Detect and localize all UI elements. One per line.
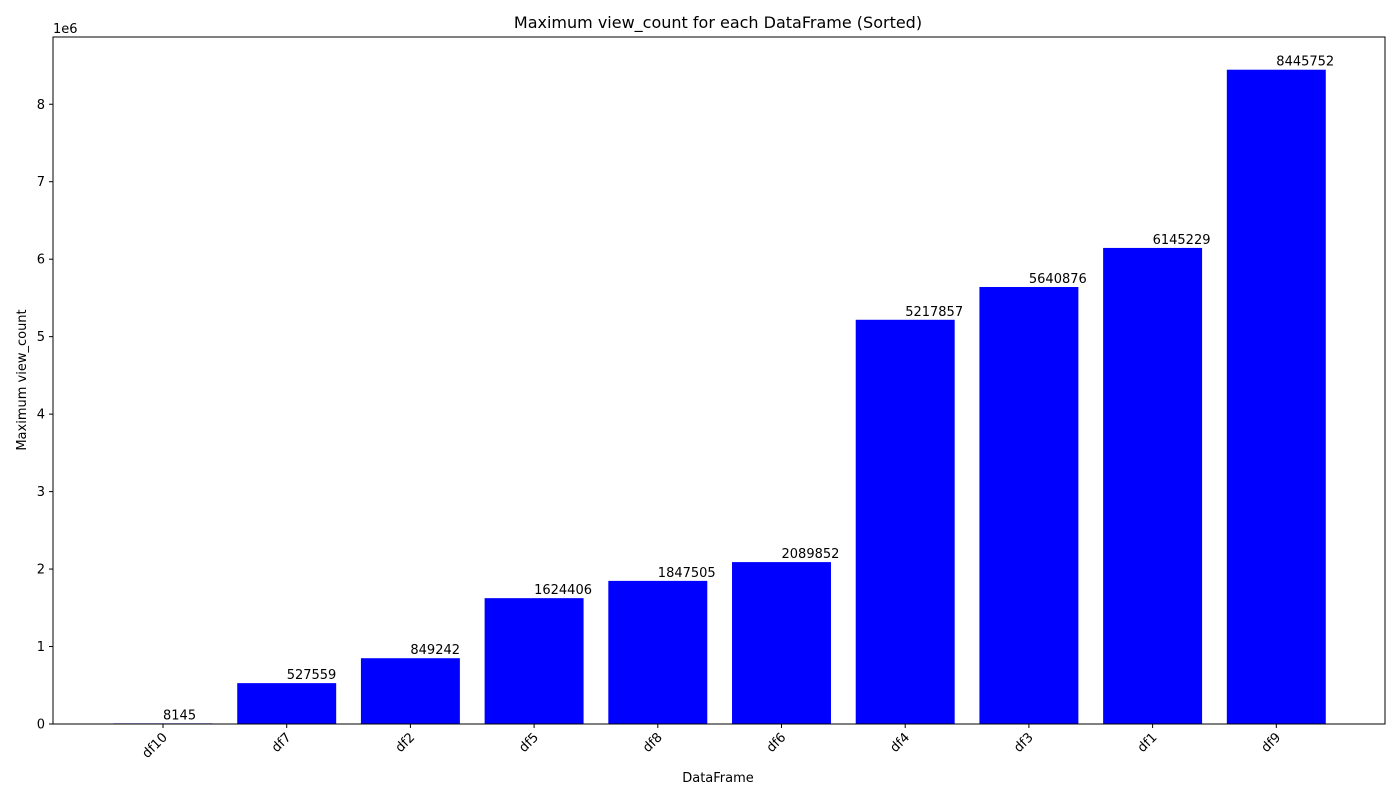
- y-tick-label-5: 5: [37, 330, 45, 345]
- data-label-df5: 1624406: [534, 583, 592, 598]
- bar-df7: [237, 683, 337, 724]
- x-tick-label-df9: df9: [1259, 730, 1285, 756]
- x-tick-label-df6: df6: [764, 730, 790, 756]
- bar-df1: [1103, 247, 1203, 724]
- data-label-df7: 527559: [287, 668, 337, 683]
- bar-df8: [608, 580, 708, 724]
- data-label-df3: 5640876: [1029, 272, 1087, 287]
- y-tick-label-2: 2: [37, 563, 45, 578]
- x-tick-label-df10: df10: [139, 730, 170, 761]
- x-tick-label-df5: df5: [516, 730, 542, 756]
- y-tick-label-8: 8: [37, 98, 45, 113]
- bar-df5: [484, 598, 584, 724]
- bars-group: [113, 69, 1326, 725]
- y-tick-label-4: 4: [37, 408, 45, 423]
- data-label-df4: 5217857: [905, 305, 963, 320]
- data-label-df6: 2089852: [782, 547, 840, 562]
- data-label-df8: 1847505: [658, 566, 716, 581]
- x-axis: df10 df7 df2 df5 df8 df6 df4 df3 df1 df9: [139, 724, 1284, 762]
- data-label-df1: 6145229: [1153, 233, 1211, 248]
- data-label-df10: 8145: [163, 708, 196, 723]
- y-axis-label: Maximum view_count: [15, 309, 30, 450]
- y-tick-label-3: 3: [37, 485, 45, 500]
- bar-df9: [1226, 69, 1326, 724]
- chart-title: Maximum view_count for each DataFrame (S…: [514, 13, 922, 33]
- x-tick-label-df8: df8: [640, 730, 666, 756]
- y-tick-label-1: 1: [37, 640, 45, 655]
- y-tick-label-6: 6: [37, 253, 45, 268]
- x-tick-label-df7: df7: [269, 730, 295, 756]
- bar-df3: [979, 287, 1079, 724]
- bar-df2: [360, 658, 460, 724]
- y-tick-label-0: 0: [37, 718, 45, 733]
- x-tick-label-df1: df1: [1135, 730, 1161, 756]
- x-tick-label-df3: df3: [1011, 730, 1037, 756]
- data-label-df2: 849242: [410, 643, 460, 658]
- y-axis-offset-label: 1e6: [53, 22, 78, 37]
- x-axis-label: DataFrame: [682, 771, 754, 786]
- y-tick-label-7: 7: [37, 175, 45, 190]
- bar-df4: [855, 319, 955, 724]
- data-label-df9: 8445752: [1276, 55, 1334, 70]
- y-axis: 0 1 2 3 4 5 6 7 8: [37, 98, 53, 733]
- x-tick-label-df2: df2: [393, 730, 419, 756]
- bar-df6: [732, 562, 831, 724]
- x-tick-label-df4: df4: [887, 730, 913, 756]
- data-labels-group: 8145 527559 849242 1624406 1847505 2089852 521…: [163, 55, 1334, 724]
- plot-frame: [52, 36, 1386, 725]
